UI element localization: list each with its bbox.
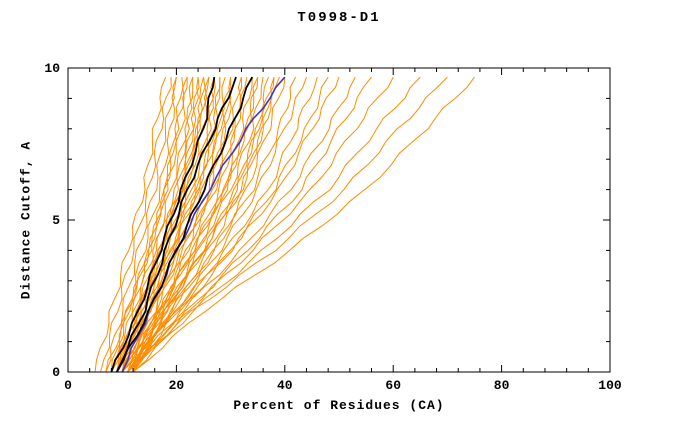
model-curve [132,76,275,373]
y-tick-label: 0 [52,365,60,380]
reference-black-curve [116,76,237,373]
y-tick-label: 5 [52,213,60,228]
model-curve [132,76,475,373]
model-curve [121,77,232,373]
model-curve [110,77,200,373]
model-curve [132,76,421,373]
reference-black-curve [110,76,216,373]
model-curve [105,77,188,373]
model-curve [105,76,177,373]
model-curve [132,76,269,373]
model-curve [110,77,184,373]
model-curve [116,76,204,373]
x-axis-label: Percent of Residues (CA) [233,398,445,413]
model-curve [121,77,259,373]
model-curve [121,77,199,373]
model-curve [127,76,318,373]
model-curve [121,76,194,373]
model-curve [127,76,356,373]
reference-blue-curve [121,76,286,373]
y-tick-label: 10 [44,61,60,76]
model-curve [127,76,394,373]
chart-title: T0998-D1 [297,10,381,26]
reference-black-curve [115,76,254,373]
x-tick-label: 100 [598,378,622,393]
x-tick-label: 60 [385,378,401,393]
model-curve [121,76,340,373]
model-curve [132,76,307,373]
x-tick-label: 0 [64,378,72,393]
x-tick-label: 80 [494,378,510,393]
model-curve [94,76,167,373]
model-curve [132,77,286,373]
x-tick-label: 20 [169,378,185,393]
x-tick-label: 40 [277,378,293,393]
model-curve [132,76,259,373]
model-curve [121,76,448,373]
model-curve [100,77,172,373]
model-curve [121,76,280,373]
model-curve [132,76,372,373]
